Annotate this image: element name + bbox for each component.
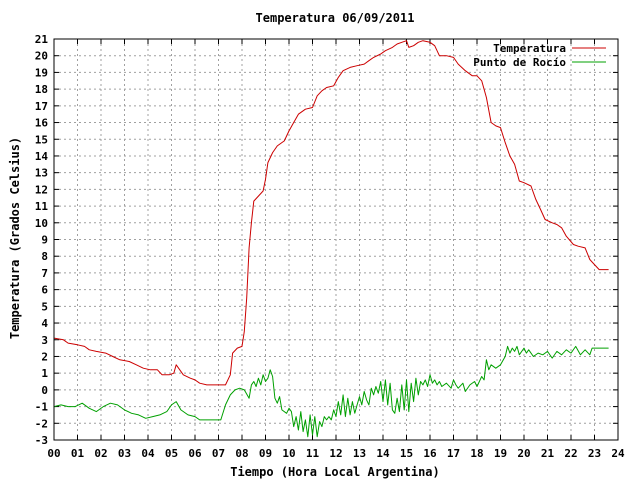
chart-title: Temperatura 06/09/2011 bbox=[256, 11, 415, 25]
x-tick-label: 02 bbox=[94, 447, 107, 460]
y-tick-label: 4 bbox=[41, 317, 48, 330]
x-tick-label: 06 bbox=[188, 447, 202, 460]
y-tick-label: -3 bbox=[35, 434, 48, 447]
y-tick-label: 13 bbox=[35, 167, 48, 180]
x-tick-label: 19 bbox=[494, 447, 507, 460]
y-tick-label: 21 bbox=[35, 33, 49, 46]
x-tick-label: 10 bbox=[282, 447, 295, 460]
x-tick-label: 18 bbox=[470, 447, 483, 460]
legend-label: Temperatura bbox=[493, 42, 566, 55]
y-tick-label: 18 bbox=[35, 83, 48, 96]
series-line-1 bbox=[53, 345, 609, 438]
x-tick-label: 24 bbox=[611, 447, 625, 460]
series-lines bbox=[53, 40, 609, 438]
x-tick-label: 14 bbox=[376, 447, 390, 460]
x-tick-label: 07 bbox=[212, 447, 225, 460]
y-tick-label: 15 bbox=[35, 133, 48, 146]
x-tick-label: 03 bbox=[118, 447, 131, 460]
x-tick-label: 01 bbox=[71, 447, 85, 460]
y-tick-label: 3 bbox=[41, 334, 48, 347]
y-tick-label: 1 bbox=[41, 367, 48, 380]
y-tick-label: 10 bbox=[35, 217, 48, 230]
grid-lines bbox=[54, 39, 618, 440]
x-tick-label: 20 bbox=[517, 447, 530, 460]
x-axis-label: Tiempo (Hora Local Argentina) bbox=[230, 465, 440, 479]
x-tick-label: 00 bbox=[47, 447, 60, 460]
x-tick-label: 23 bbox=[588, 447, 601, 460]
y-tick-label: 2 bbox=[41, 350, 48, 363]
y-tick-label: 0 bbox=[41, 384, 48, 397]
y-tick-label: 17 bbox=[35, 100, 48, 113]
plot-frame bbox=[53, 38, 619, 441]
y-tick-label: 12 bbox=[35, 183, 48, 196]
y-tick-label: 19 bbox=[35, 66, 48, 79]
x-tick-label: 16 bbox=[423, 447, 437, 460]
y-tick-label: -1 bbox=[35, 401, 49, 414]
x-tick-label: 12 bbox=[329, 447, 342, 460]
x-tick-label: 09 bbox=[259, 447, 272, 460]
x-tick-label: 17 bbox=[447, 447, 460, 460]
x-tick-label: 05 bbox=[165, 447, 178, 460]
y-tick-label: 11 bbox=[35, 200, 49, 213]
x-tick-label: 11 bbox=[306, 447, 320, 460]
x-axis-ticks: 00 01 02 03 04 05 06 07 08 09 10 11 12 13 14 15 16 17 18 19… bbox=[47, 39, 625, 460]
x-tick-label: 13 bbox=[353, 447, 366, 460]
legend-label: Punto de Rocío bbox=[473, 56, 566, 69]
y-tick-label: 5 bbox=[41, 300, 48, 313]
x-tick-label: 04 bbox=[141, 447, 155, 460]
series-line-0 bbox=[53, 40, 609, 386]
y-tick-label: 7 bbox=[41, 267, 48, 280]
y-tick-label: 16 bbox=[35, 117, 49, 130]
y-tick-label: 20 bbox=[35, 50, 48, 63]
y-tick-label: 14 bbox=[35, 150, 49, 163]
x-tick-label: 15 bbox=[400, 447, 413, 460]
x-tick-label: 22 bbox=[564, 447, 577, 460]
y-tick-label: 9 bbox=[41, 234, 48, 247]
y-tick-label: 6 bbox=[41, 284, 48, 297]
y-axis-label: Temperatura (Grados Celsius) bbox=[8, 137, 22, 339]
y-tick-label: 8 bbox=[41, 250, 48, 263]
x-tick-label: 21 bbox=[541, 447, 555, 460]
x-tick-label: 08 bbox=[235, 447, 248, 460]
y-tick-label: -2 bbox=[35, 417, 48, 430]
